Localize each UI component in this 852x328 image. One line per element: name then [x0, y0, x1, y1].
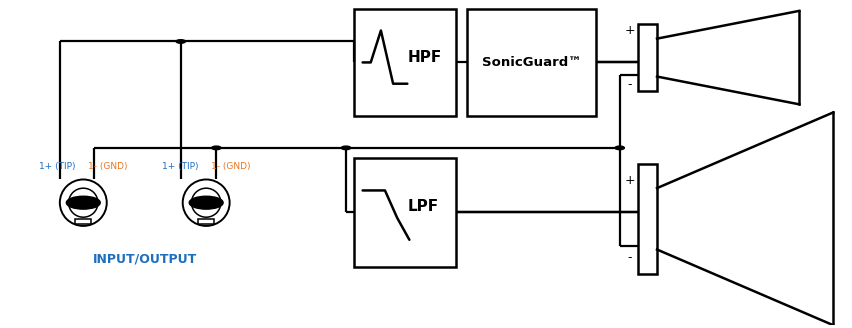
Circle shape [189, 196, 223, 209]
Text: 1+ (TIP): 1+ (TIP) [39, 162, 76, 171]
Bar [354, 9, 456, 116]
Circle shape [66, 196, 101, 209]
Circle shape [211, 146, 221, 150]
Bar [354, 157, 456, 267]
Circle shape [341, 146, 350, 150]
Text: +: + [624, 174, 635, 187]
Circle shape [614, 146, 624, 150]
Text: HPF: HPF [407, 50, 441, 65]
Bar [637, 24, 656, 92]
Bar [75, 219, 91, 224]
Bar [637, 164, 656, 274]
Bar [467, 9, 596, 116]
Text: -: - [627, 251, 631, 264]
Text: +: + [624, 24, 635, 37]
Text: 1- (GND): 1- (GND) [89, 162, 128, 171]
Text: SonicGuard™: SonicGuard™ [481, 56, 581, 69]
Text: 1+ (TIP): 1+ (TIP) [162, 162, 199, 171]
Text: 1- (GND): 1- (GND) [211, 162, 250, 171]
Bar [198, 219, 214, 224]
Text: INPUT/OUTPUT: INPUT/OUTPUT [93, 253, 197, 266]
Circle shape [176, 40, 185, 43]
Text: -: - [627, 78, 631, 91]
Text: LPF: LPF [407, 199, 438, 215]
